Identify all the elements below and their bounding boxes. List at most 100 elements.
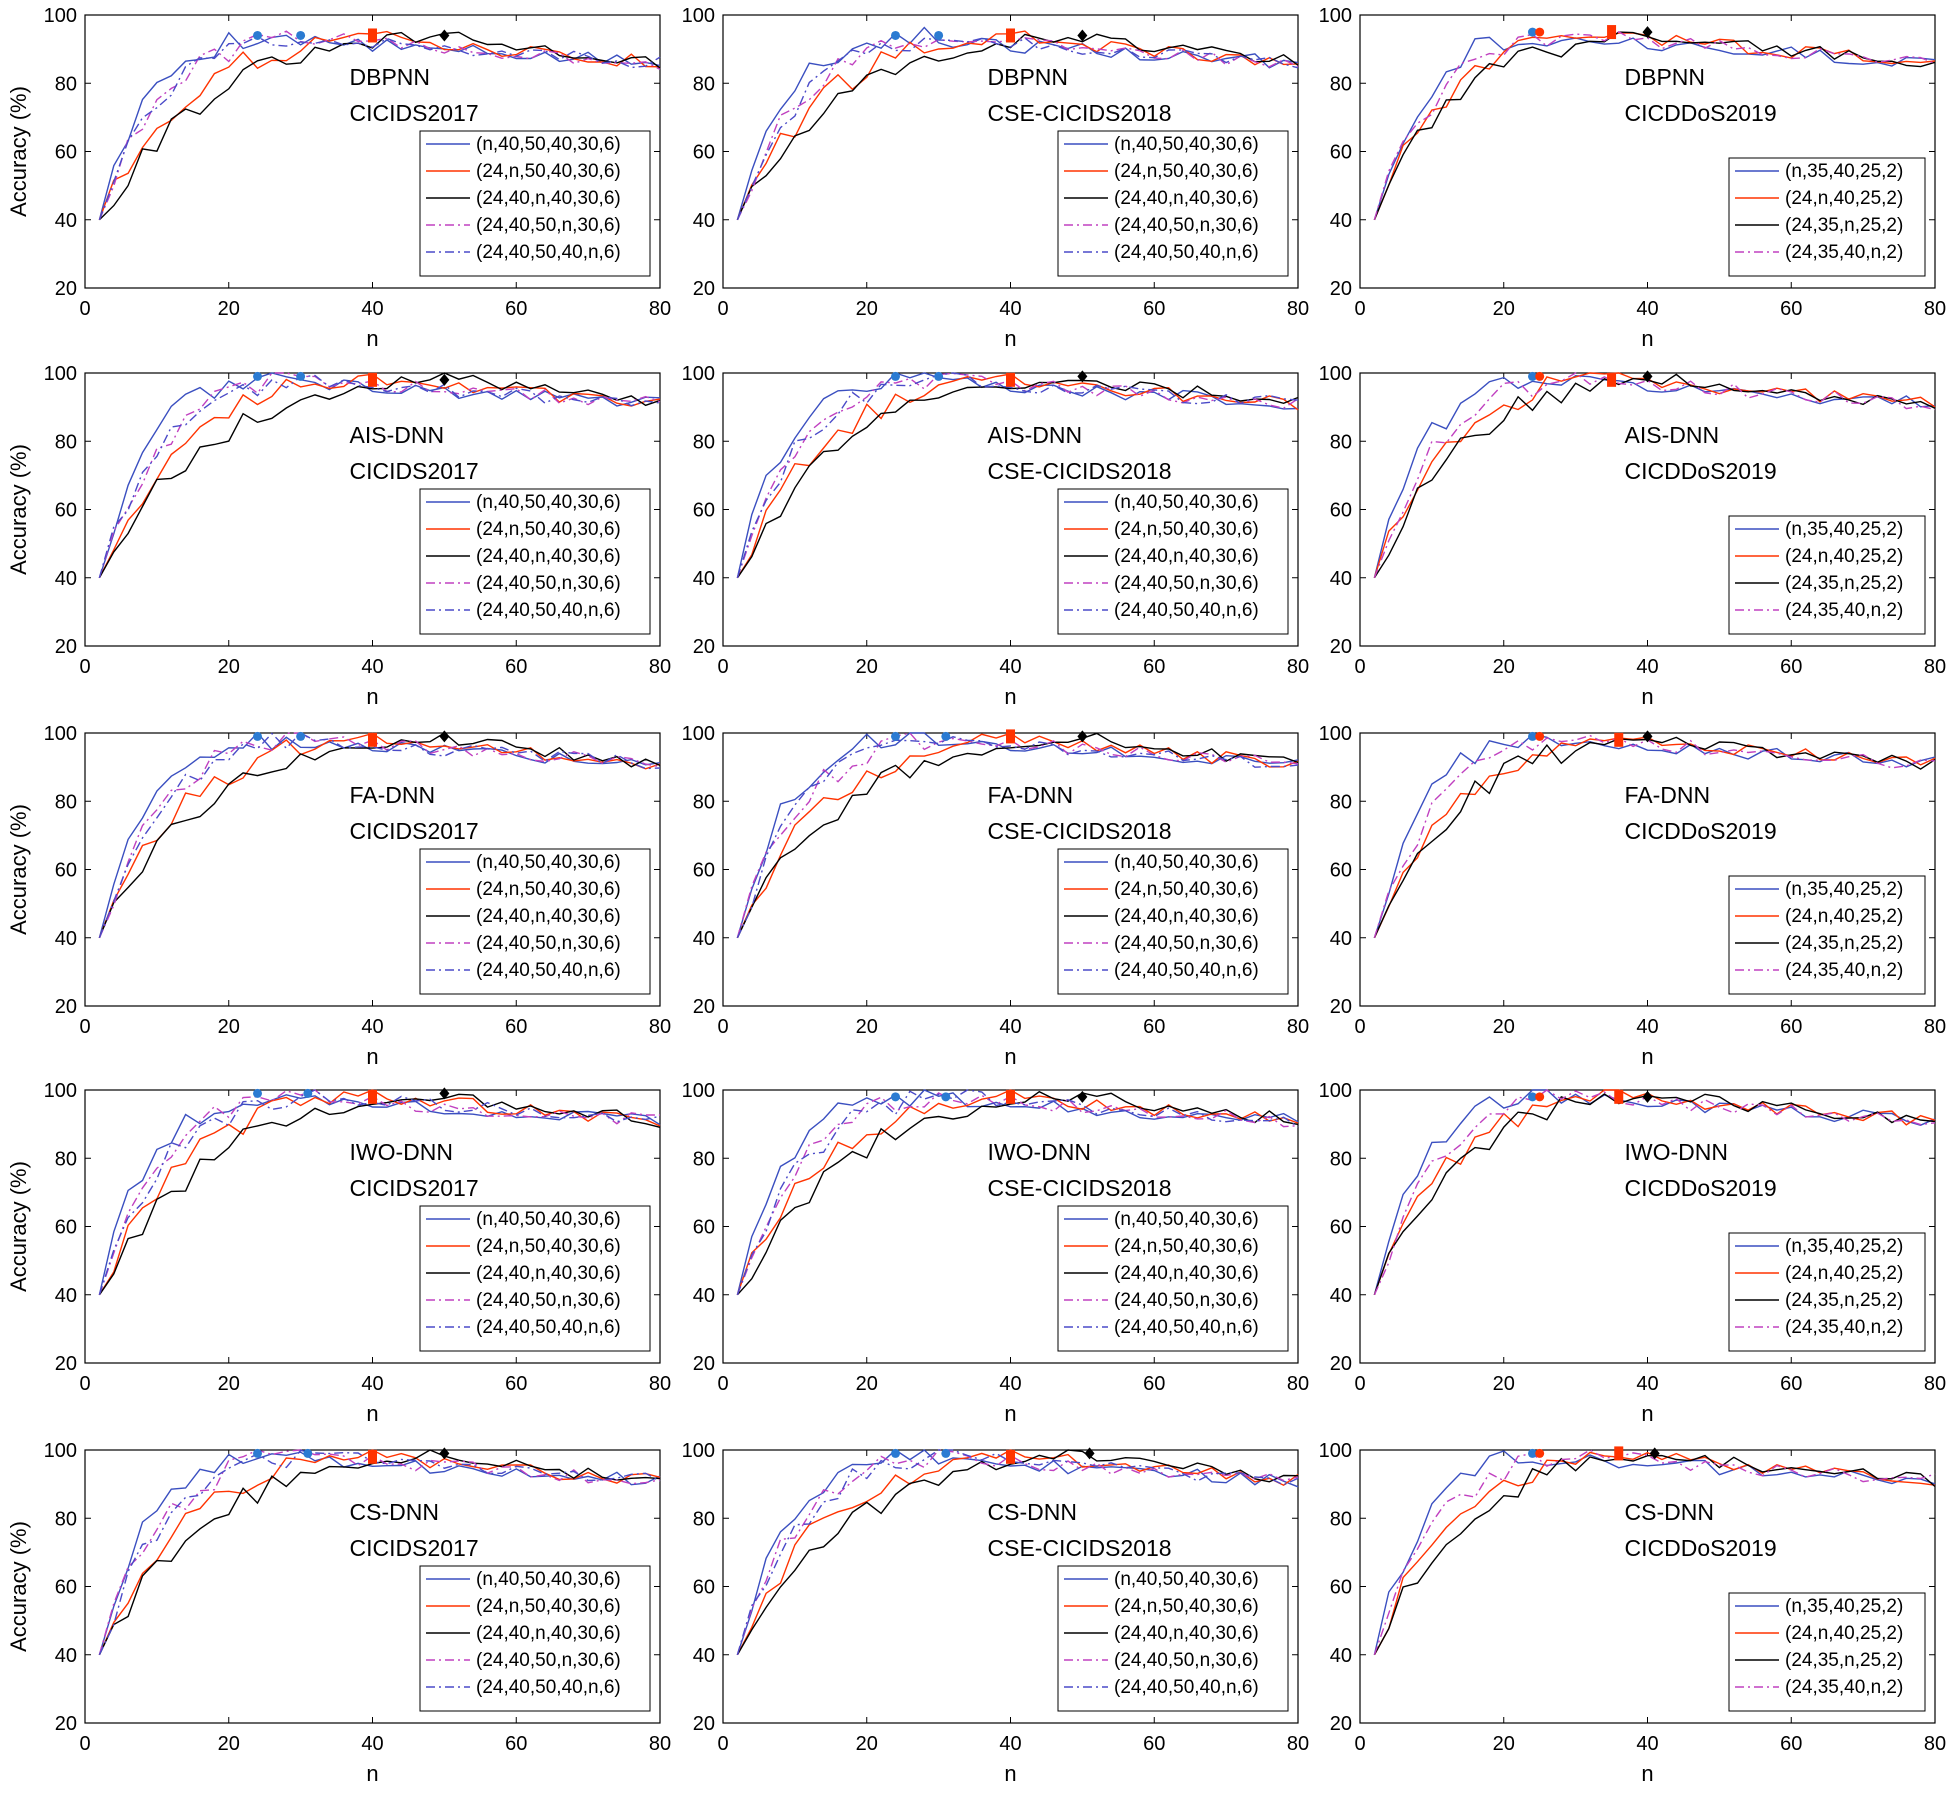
x-tick-label: 80 <box>649 1733 671 1755</box>
y-axis-label: Accuracy (%) <box>6 1161 31 1292</box>
plot-dataset-title: CICDDoS2019 <box>1625 458 1777 484</box>
series-line-4 <box>98 372 661 579</box>
series-line-1 <box>98 372 661 579</box>
legend-entry: (24,40,50,n,30,6) <box>476 1290 621 1311</box>
y-tick-label: 40 <box>55 928 77 950</box>
y-tick-label: 100 <box>1319 1080 1352 1102</box>
series-line-1 <box>1373 1450 1936 1655</box>
legend-entry: (24,40,50,40,n,6) <box>476 600 621 621</box>
optimum-marker <box>1006 1089 1015 1104</box>
series-line-2 <box>98 30 661 221</box>
legend-entry: (24,35,40,n,2) <box>1785 1677 1903 1698</box>
x-tick-label: 40 <box>999 298 1021 320</box>
optimum-marker <box>1535 371 1545 381</box>
plot-method-title: AIS-DNN <box>1625 422 1720 448</box>
plot-dataset-title: CICDDoS2019 <box>1625 1535 1777 1561</box>
subplot-15: 0 20 40 60 8020406080100nCS-DNNCICDDoS2019(n… <box>1319 1440 1947 1786</box>
x-tick-label: 80 <box>649 656 671 678</box>
legend-entry: (24,40,n,40,30,6) <box>1114 906 1259 927</box>
subplot-6: 0 20 40 60 8020406080100nAIS-DNNCICDDoS2019(… <box>1319 363 1947 709</box>
series-line-2 <box>98 732 661 939</box>
y-tick-label: 60 <box>693 1217 715 1239</box>
x-tick-label: 0 <box>717 656 728 678</box>
optimum-marker <box>891 1448 900 1458</box>
series-line-3 <box>736 732 1299 939</box>
plot-method-title: AIS-DNN <box>988 422 1083 448</box>
x-tick-label: 60 <box>505 1016 527 1038</box>
y-tick-label: 20 <box>55 996 77 1018</box>
plot-dataset-title: CSE-CICIDS2018 <box>988 818 1172 844</box>
series-line-3 <box>736 33 1299 221</box>
x-axis-label: n <box>1004 1401 1016 1426</box>
x-axis-label: n <box>1004 1761 1016 1786</box>
plot-dataset-title: CICDDoS2019 <box>1625 100 1777 126</box>
series-line-1 <box>98 31 661 220</box>
y-tick-label: 60 <box>55 142 77 164</box>
x-tick-label: 60 <box>505 1733 527 1755</box>
x-tick-label: 60 <box>1780 1016 1802 1038</box>
legend-entry: (n,40,50,40,30,6) <box>1114 852 1259 873</box>
plot-method-title: CS-DNN <box>350 1499 439 1525</box>
x-tick-label: 80 <box>1924 1733 1946 1755</box>
optimum-marker <box>296 371 306 381</box>
y-tick-label: 100 <box>44 1440 77 1462</box>
subplot-11: 0 20 40 60 8020406080100nIWO-DNNCSE-CICIDS20… <box>682 1080 1310 1426</box>
optimum-marker <box>368 732 377 747</box>
x-tick-label: 0 <box>79 1733 90 1755</box>
optimum-marker <box>1607 25 1617 40</box>
y-tick-label: 100 <box>682 723 715 745</box>
x-tick-label: 80 <box>1287 298 1309 320</box>
x-tick-label: 20 <box>856 298 878 320</box>
series-line-4 <box>98 1089 660 1296</box>
legend-entry: (24,40,50,n,30,6) <box>1114 1290 1259 1311</box>
optimum-marker <box>303 1088 313 1098</box>
series-line-1 <box>736 1449 1299 1656</box>
legend-entry: (24,40,n,40,30,6) <box>476 906 621 927</box>
y-tick-label: 100 <box>44 363 77 385</box>
plot-method-title: DBPNN <box>1625 64 1706 90</box>
y-tick-label: 100 <box>682 1440 715 1462</box>
legend-entry: (24,n,50,40,30,6) <box>1114 161 1259 182</box>
x-tick-label: 0 <box>79 656 90 678</box>
legend-entry: (24,40,50,n,30,6) <box>476 1650 621 1671</box>
optimum-marker <box>1528 731 1537 741</box>
legend-entry: (24,40,50,n,30,6) <box>476 215 621 236</box>
y-tick-label: 20 <box>1330 636 1352 658</box>
x-tick-label: 60 <box>1780 298 1802 320</box>
plot-method-title: FA-DNN <box>350 782 436 808</box>
y-tick-label: 100 <box>44 723 77 745</box>
y-tick-label: 80 <box>55 1148 77 1170</box>
series-line-3 <box>1373 736 1936 939</box>
x-tick-label: 20 <box>1493 1733 1515 1755</box>
legend-entry: (24,40,50,40,n,6) <box>1114 242 1259 263</box>
legend-entry: (24,n,40,25,2) <box>1785 1263 1903 1284</box>
plot-dataset-title: CSE-CICIDS2018 <box>988 458 1172 484</box>
y-tick-label: 80 <box>1330 1148 1352 1170</box>
series-line-4 <box>98 30 661 221</box>
y-tick-label: 80 <box>1330 431 1352 453</box>
legend: (n,40,50,40,30,6) (24,n,50,40,30,6) (24,40… <box>419 848 651 995</box>
legend-entry: (24,35,n,25,2) <box>1785 1650 1903 1671</box>
series-line-2 <box>98 1449 661 1656</box>
y-tick-label: 40 <box>55 1645 77 1667</box>
series-line-1 <box>1373 36 1936 221</box>
y-axis-label: Accuracy (%) <box>6 86 31 217</box>
y-axis-label: Accuracy (%) <box>6 1521 31 1652</box>
y-tick-label: 60 <box>55 860 77 882</box>
subplot-9: 0 20 40 60 8020406080100nFA-DNNCICDDoS2019(n… <box>1319 723 1947 1069</box>
series-line-3 <box>1373 1093 1936 1296</box>
optimum-marker <box>1006 729 1015 744</box>
legend: (n,40,50,40,30,6) (24,n,50,40,30,6) (24,40… <box>419 1565 651 1712</box>
series-line-4 <box>736 732 1299 938</box>
series-line-4 <box>736 1092 1299 1296</box>
legend-entry: (24,n,50,40,30,6) <box>1114 879 1259 900</box>
y-tick-label: 40 <box>1330 568 1352 590</box>
series-line-4 <box>1373 734 1936 939</box>
legend-box <box>1728 875 1926 995</box>
y-tick-label: 40 <box>1330 1645 1352 1667</box>
y-tick-label: 80 <box>693 1508 715 1530</box>
optimum-marker <box>253 1088 262 1098</box>
y-tick-label: 40 <box>1330 928 1352 950</box>
legend-entry: (24,n,40,25,2) <box>1785 188 1903 209</box>
